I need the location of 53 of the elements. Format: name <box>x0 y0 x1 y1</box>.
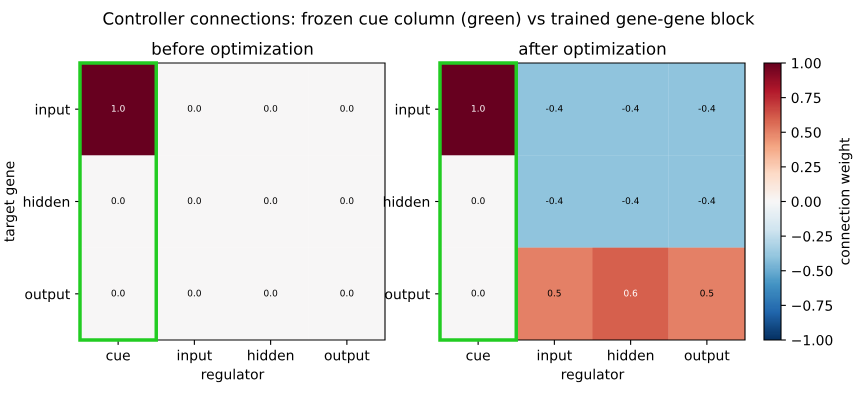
data-label: 1.0 <box>472 104 485 112</box>
data-label: -0.4 <box>622 104 639 112</box>
data-label: 0.0 <box>112 290 125 296</box>
y-axis-title: target gene <box>4 162 18 242</box>
x-tick-label: cue <box>106 352 130 360</box>
color-bar-label: 0.50 <box>792 127 821 138</box>
color-bar-label: −1.00 <box>792 334 832 346</box>
x-tick-label: output <box>684 350 730 364</box>
data-label: 0.0 <box>340 104 354 112</box>
color-bar-label: −0.50 <box>792 266 832 276</box>
data-label: 0.0 <box>188 197 201 204</box>
data-label: 0.0 <box>340 290 354 296</box>
x-tick-label: input <box>178 350 212 364</box>
x-axis-title: regulator <box>562 368 624 382</box>
chart-title: after optimization <box>519 42 666 58</box>
y-tick-label: output <box>385 289 430 302</box>
color-bar-label: 0.25 <box>792 162 820 172</box>
y-tick-label: input <box>36 104 70 118</box>
color-bar-label: 0.00 <box>792 196 821 207</box>
x-tick-label: cue <box>466 352 490 360</box>
data-label: -0.4 <box>546 197 563 204</box>
data-label: -0.4 <box>698 104 716 112</box>
x-tick-label: input <box>538 350 572 364</box>
color-bar-label: 1.00 <box>792 58 821 68</box>
data-label: 0.0 <box>264 197 278 204</box>
color-bar-label: −0.25 <box>792 231 832 242</box>
data-label: 0.0 <box>472 197 485 204</box>
data-label: -0.4 <box>622 197 639 204</box>
data-label: -0.4 <box>546 104 563 112</box>
color-bar-label: 0.75 <box>792 92 820 104</box>
data-label: 0.5 <box>548 290 561 296</box>
data-label: 0.0 <box>472 290 485 296</box>
data-label: 0.6 <box>624 290 638 296</box>
data-label: 0.0 <box>188 104 201 112</box>
y-tick-label: hidden <box>24 196 70 207</box>
data-label: 0.0 <box>112 197 125 204</box>
y-tick-label: input <box>396 104 430 118</box>
x-tick-label: output <box>324 350 370 364</box>
color-bar-title: connection weight <box>838 138 852 265</box>
data-label: 0.0 <box>188 290 201 296</box>
data-label: -0.4 <box>698 197 716 204</box>
x-tick-label: hidden <box>248 350 294 360</box>
y-tick-label: output <box>25 289 70 302</box>
color-bar-label: −0.75 <box>792 300 832 311</box>
x-tick-label: hidden <box>608 350 654 360</box>
text: Controller connections: frozen cue column (green) vs trained gene-gene block <box>103 12 754 28</box>
data-label: 1.0 <box>112 104 125 112</box>
data-label: 0.0 <box>264 290 278 296</box>
data-label: 0.5 <box>700 290 714 296</box>
chart-title: before optimization <box>152 42 312 58</box>
data-label: 0.0 <box>340 197 354 204</box>
data-label: 0.0 <box>264 104 278 112</box>
x-axis-title: regulator <box>202 368 264 382</box>
